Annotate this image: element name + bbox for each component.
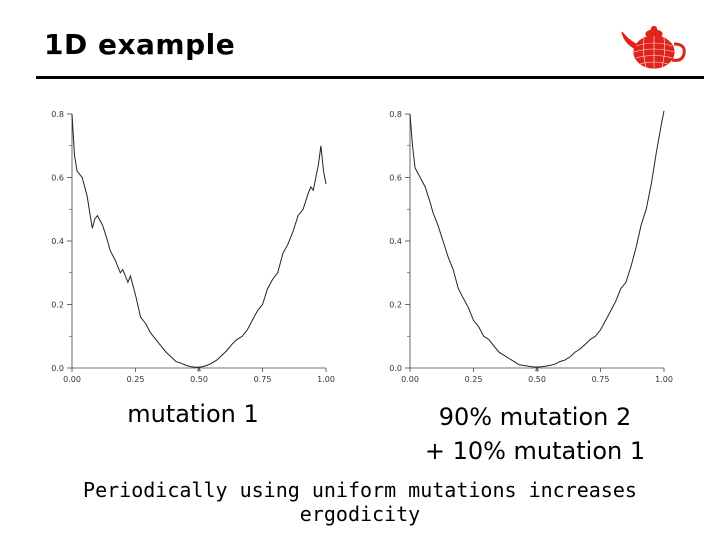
y-tick-label: 0.8 (389, 110, 402, 119)
y-tick-label: 0.6 (389, 174, 402, 183)
y-tick-label: 0.2 (51, 301, 64, 310)
y-tick-label: 0.4 (51, 237, 64, 246)
x-axis-label: x (535, 364, 540, 373)
x-tick-label: 0.00 (401, 375, 419, 384)
teapot-logo-icon (621, 25, 686, 69)
y-tick-label: 0.2 (389, 301, 402, 310)
x-axis-label: x (197, 364, 202, 373)
x-tick-label: 0.50 (190, 375, 208, 384)
x-tick-label: 0.00 (63, 375, 81, 384)
x-tick-label: 0.75 (592, 375, 610, 384)
x-tick-label: 0.75 (254, 375, 272, 384)
footer-statement: Periodically using uniform mutations inc… (83, 478, 637, 526)
x-tick-label: 0.25 (127, 375, 145, 384)
y-tick-label: 0.6 (51, 174, 64, 183)
series-line (71, 113, 327, 368)
caption-mixed-mutation: 90% mutation 2 + 10% mutation 1 (410, 400, 660, 468)
x-tick-label: 1.00 (317, 375, 335, 384)
x-tick-label: 0.50 (528, 375, 546, 384)
caption-right-line1: 90% mutation 2 (438, 403, 632, 431)
y-tick-label: 0.0 (389, 364, 402, 373)
y-tick-label: 0.8 (51, 110, 64, 119)
y-tick-label: 0.0 (51, 364, 64, 373)
left-chart-svg: 0.0 0.2 0.4 0.6 0.8 0.00 0.25 0.50 0.75 1.00 x (51, 110, 335, 384)
caption-right-line2: + 10% mutation 1 (424, 437, 646, 465)
caption-mutation-1: mutation 1 (127, 400, 259, 428)
series-line (409, 110, 665, 368)
right-chart: 0.0 0.2 0.4 0.6 0.8 0.00 0.25 0.50 0.75 1.00 x (374, 100, 674, 390)
y-tick-label: 0.4 (389, 237, 402, 246)
left-chart: 0.0 0.2 0.4 0.6 0.8 0.00 0.25 0.50 0.75 1.00 x (36, 100, 336, 390)
x-tick-label: 0.25 (465, 375, 483, 384)
title-underline (36, 76, 704, 79)
slide-title: 1D example (44, 28, 236, 61)
x-tick-label: 1.00 (655, 375, 673, 384)
right-chart-svg: 0.0 0.2 0.4 0.6 0.8 0.00 0.25 0.50 0.75 1.00 x (389, 110, 673, 384)
